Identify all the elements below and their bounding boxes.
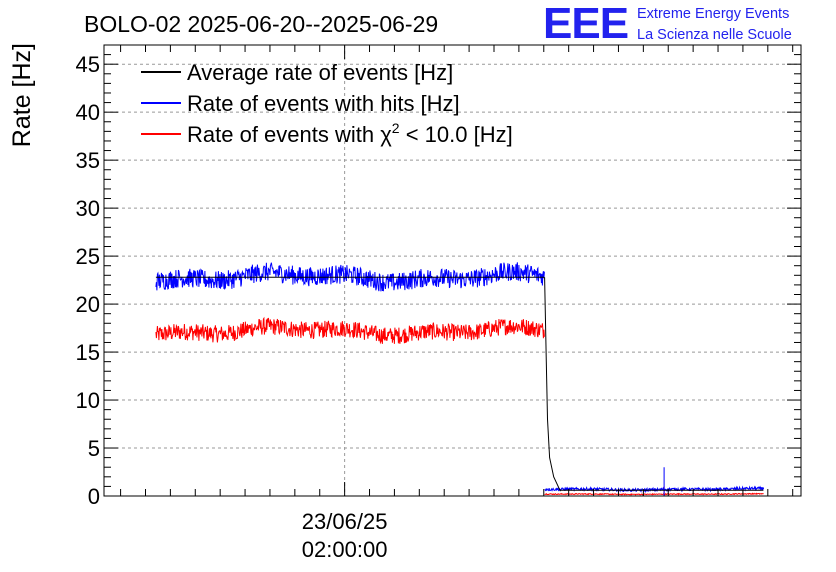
legend-label-hits: Rate of events with hits [Hz] (187, 91, 460, 116)
legend-label-avg: Average rate of events [Hz] (187, 60, 453, 85)
eee-logo: EEE Extreme Energy Events La Scienza nel… (543, 0, 792, 48)
y-tick-label: 40 (76, 100, 100, 125)
series-line-2 (155, 316, 764, 496)
series-layer (155, 262, 765, 496)
y-tick-label: 10 (76, 388, 100, 413)
x-tick-time: 02:00:00 (302, 537, 388, 562)
legend: Average rate of events [Hz] Rate of even… (141, 60, 513, 147)
chart-title: BOLO-02 2025-06-20--2025-06-29 (84, 11, 438, 37)
series-line-1 (155, 262, 765, 496)
y-tick-label: 0 (88, 484, 100, 509)
y-tick-label: 25 (76, 244, 100, 269)
logo-letters: EEE (543, 0, 628, 48)
legend-chi2-suffix: < 10.0 [Hz] (400, 122, 513, 147)
logo-line1: Extreme Energy Events (637, 6, 789, 22)
y-tick-label: 35 (76, 148, 100, 173)
logo-line2: La Scienza nelle Scuole (637, 27, 792, 43)
y-axis: 0 5 10 15 20 25 30 35 40 45 (76, 44, 801, 509)
legend-chi2-prefix: Rate of events with (187, 122, 380, 147)
y-tick-label: 5 (88, 436, 100, 461)
y-axis-label: Rate [Hz] (8, 43, 36, 147)
y-tick-label: 15 (76, 340, 100, 365)
y-tick-label: 30 (76, 196, 100, 221)
x-tick-date: 23/06/25 (302, 509, 388, 534)
y-tick-label: 45 (76, 52, 100, 77)
legend-label-chi2: Rate of events with χ2 < 10.0 [Hz] (187, 120, 513, 147)
plot-frame (103, 44, 802, 497)
legend-chi2-sup: 2 (392, 120, 400, 136)
series-line-0 (155, 276, 764, 492)
legend-chi2-symbol: χ (380, 122, 392, 147)
y-tick-label: 20 (76, 292, 100, 317)
grid-lines (104, 45, 801, 496)
